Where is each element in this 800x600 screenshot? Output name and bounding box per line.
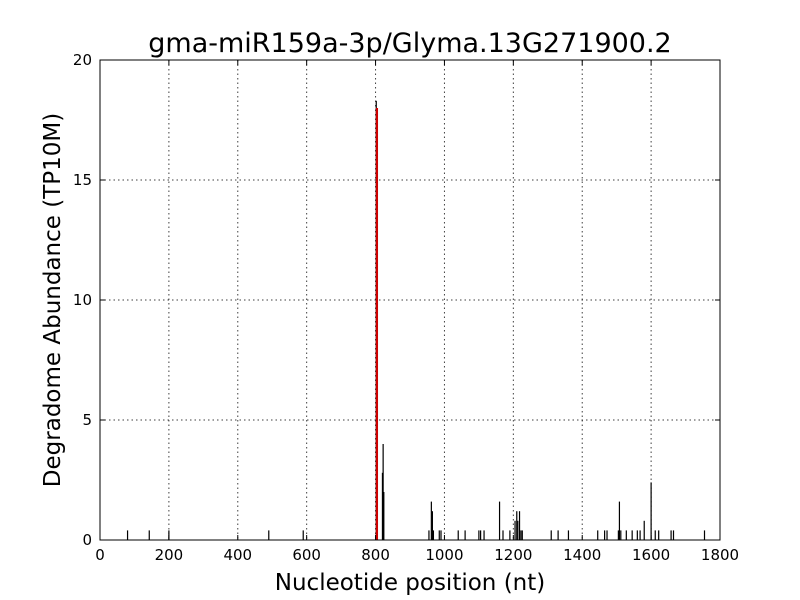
degradome-bar — [520, 530, 522, 540]
degradome-bar — [478, 530, 480, 540]
x-tick-label: 1200 — [494, 546, 532, 564]
degradome-bar — [670, 530, 672, 540]
degradome-bar — [650, 482, 652, 540]
degradome-bar — [517, 520, 519, 540]
axis-ticks: 0 200 400 600 800 1000 1200 1400 1600 1800 0 5 10 15 2… — [73, 51, 739, 564]
degradome-bar — [617, 530, 619, 540]
degradome-bar — [620, 530, 622, 540]
degradome-bar — [509, 530, 511, 540]
degradome-bar — [126, 530, 129, 540]
degradome-bar — [631, 530, 633, 540]
y-tick-label: 10 — [73, 291, 92, 309]
degradome-bar — [514, 520, 516, 540]
degradome-bar — [457, 530, 459, 540]
x-tick-label: 400 — [223, 546, 252, 564]
degradome-bar — [557, 530, 559, 540]
x-tick-label: 800 — [361, 546, 390, 564]
degradome-bar — [636, 530, 638, 540]
y-tick-label: 0 — [82, 531, 92, 549]
degradome-bar — [381, 472, 384, 540]
degradome-bar — [550, 530, 552, 540]
x-tick-label: 1600 — [632, 546, 670, 564]
degradome-bar — [431, 511, 433, 540]
degradome-bar — [606, 530, 608, 540]
degradome-bar — [672, 530, 675, 540]
y-tick-label: 5 — [82, 411, 92, 429]
degradome-bar — [658, 530, 660, 540]
x-tick-label: 1400 — [563, 546, 601, 564]
degradome-bar — [643, 520, 645, 540]
degradome-bar — [440, 530, 442, 540]
degradome-bar — [502, 530, 504, 540]
y-tick-label: 20 — [73, 51, 92, 69]
degradome-bar — [625, 530, 627, 540]
degradome-bar — [516, 511, 518, 540]
degradome-bar — [382, 444, 384, 540]
chart-title: gma-miR159a-3p/Glyma.13G271900.2 — [148, 28, 671, 59]
data-bars — [126, 100, 706, 541]
x-tick-label: 600 — [292, 546, 321, 564]
target-site-bar — [375, 108, 379, 540]
degradome-bar — [639, 530, 641, 540]
x-tick-label: 0 — [95, 546, 105, 564]
degradome-bar — [428, 530, 430, 540]
degradome-bar — [567, 530, 570, 540]
degradome-bar — [521, 530, 523, 540]
degradome-bar — [438, 530, 440, 540]
degradome-bar — [432, 530, 435, 540]
degradome-bar — [480, 530, 482, 540]
x-tick-label: 200 — [155, 546, 184, 564]
x-tick-label: 1800 — [701, 546, 739, 564]
degradome-bar — [148, 530, 150, 540]
degradome-bar — [464, 530, 466, 540]
y-tick-label: 15 — [73, 171, 92, 189]
degradome-bar — [498, 501, 501, 540]
degradome-bar — [654, 530, 656, 540]
degradome-bar — [518, 511, 521, 540]
y-axis-label: Degradome Abundance (TP10M) — [40, 113, 66, 487]
degradome-bar — [430, 501, 432, 540]
degradome-bar — [703, 530, 706, 540]
degradome-bar — [597, 530, 599, 540]
degradome-bar — [618, 501, 621, 540]
degradome-bar — [483, 530, 485, 540]
degradome-bar — [604, 530, 606, 540]
degradome-bar — [268, 530, 270, 540]
grid-lines — [99, 59, 721, 541]
x-tick-label: 1000 — [425, 546, 463, 564]
x-axis-label: Nucleotide position (nt) — [275, 570, 545, 596]
degradome-bar — [302, 530, 304, 540]
degradome-bar — [383, 492, 385, 540]
